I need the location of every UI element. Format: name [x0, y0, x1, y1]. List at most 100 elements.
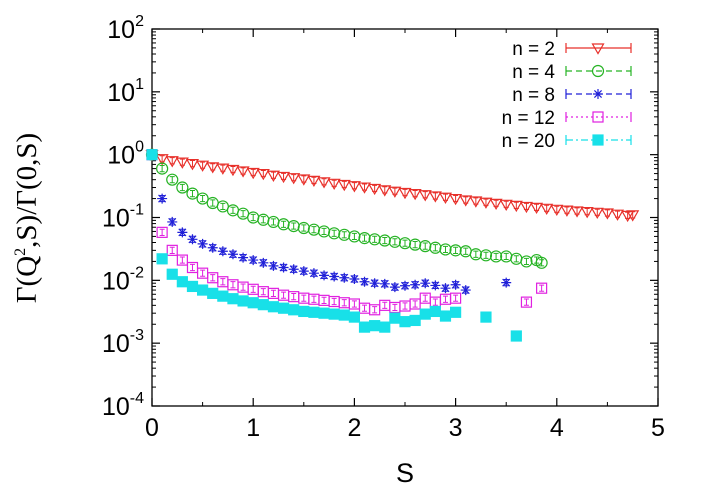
data-point	[540, 203, 554, 216]
data-point	[196, 192, 209, 205]
data-point	[469, 248, 482, 261]
error-bar	[159, 228, 165, 236]
error-bar	[291, 222, 297, 230]
error-bar	[503, 252, 509, 261]
data-point	[560, 205, 574, 217]
data-point	[428, 191, 442, 203]
data-point	[226, 164, 240, 177]
data-point	[277, 302, 290, 314]
data-point	[499, 199, 513, 212]
data-point	[328, 308, 340, 320]
data-point	[410, 279, 421, 290]
data-point	[236, 166, 250, 178]
data-point	[288, 264, 299, 275]
data-point	[177, 227, 188, 238]
data-point	[420, 278, 431, 289]
data-point	[166, 244, 178, 256]
error-bar	[392, 238, 398, 246]
x-tick-label: 4	[550, 414, 564, 442]
data-point	[217, 246, 228, 257]
data-point	[359, 276, 370, 287]
error-bar	[351, 300, 357, 308]
data-point	[389, 312, 401, 324]
error-bar	[442, 245, 448, 254]
error-bar	[382, 236, 388, 245]
data-point	[450, 306, 462, 318]
data-point	[368, 233, 381, 246]
error-bar	[523, 298, 529, 306]
data-point	[449, 244, 462, 257]
error-bar	[473, 250, 479, 258]
data-point	[369, 320, 381, 332]
error-bar	[311, 295, 317, 303]
data-point	[489, 198, 503, 211]
error-bar	[210, 199, 216, 207]
data-point	[479, 249, 493, 262]
data-point	[450, 279, 461, 290]
data-point	[388, 235, 401, 248]
error-bar	[281, 291, 287, 299]
data-point	[398, 237, 412, 250]
data-point	[166, 173, 179, 186]
data-point	[156, 253, 168, 265]
data-point	[440, 283, 451, 294]
data-point	[176, 276, 188, 288]
data-point	[520, 296, 533, 308]
data-point	[298, 266, 309, 277]
legend-label: n = 2	[512, 39, 555, 60]
data-point	[328, 227, 341, 240]
data-point	[460, 285, 471, 296]
error-bar	[412, 241, 418, 249]
data-point	[238, 252, 249, 263]
error-bar	[240, 283, 246, 291]
data-point	[266, 170, 280, 182]
data-point	[155, 154, 169, 166]
data-point	[327, 178, 341, 191]
series-3	[147, 149, 512, 296]
error-bar	[270, 218, 276, 226]
error-bar	[230, 206, 236, 214]
error-bar	[321, 296, 327, 304]
data-point	[536, 282, 548, 294]
legend-errorcap	[565, 66, 632, 76]
error-bar	[321, 227, 327, 236]
data-point	[175, 157, 189, 169]
error-bar	[412, 300, 418, 308]
data-point	[459, 195, 473, 207]
legend: n = 2n = 4n = 8n = 12n = 20	[502, 39, 632, 152]
data-point	[338, 309, 350, 321]
error-bar	[220, 278, 226, 286]
data-point	[317, 177, 331, 189]
data-point	[358, 321, 371, 333]
error-bar	[442, 295, 448, 303]
legend-label: n = 12	[502, 108, 555, 129]
data-point	[535, 256, 548, 269]
data-point	[610, 209, 625, 221]
data-point	[570, 206, 584, 218]
legend-errorcap	[565, 135, 632, 145]
data-point	[288, 304, 300, 316]
legend-marker	[593, 89, 603, 99]
data-point	[257, 299, 269, 311]
legend-marker	[592, 134, 604, 146]
error-bar	[179, 256, 185, 264]
data-point	[267, 301, 280, 313]
error-bar	[260, 216, 266, 224]
error-bar	[432, 244, 438, 252]
error-bar	[260, 288, 266, 296]
data-point	[185, 159, 200, 171]
error-bar	[301, 224, 307, 232]
data-point	[237, 295, 249, 307]
error-bar	[372, 235, 378, 243]
data-point	[369, 278, 380, 289]
data-point	[429, 305, 441, 318]
data-point	[379, 321, 391, 333]
data-point	[329, 271, 340, 282]
error-bar	[200, 269, 206, 277]
data-point	[278, 262, 289, 273]
data-point	[197, 238, 208, 249]
x-tick-label: 1	[246, 414, 260, 442]
data-point	[480, 311, 492, 323]
error-bar	[281, 220, 287, 228]
